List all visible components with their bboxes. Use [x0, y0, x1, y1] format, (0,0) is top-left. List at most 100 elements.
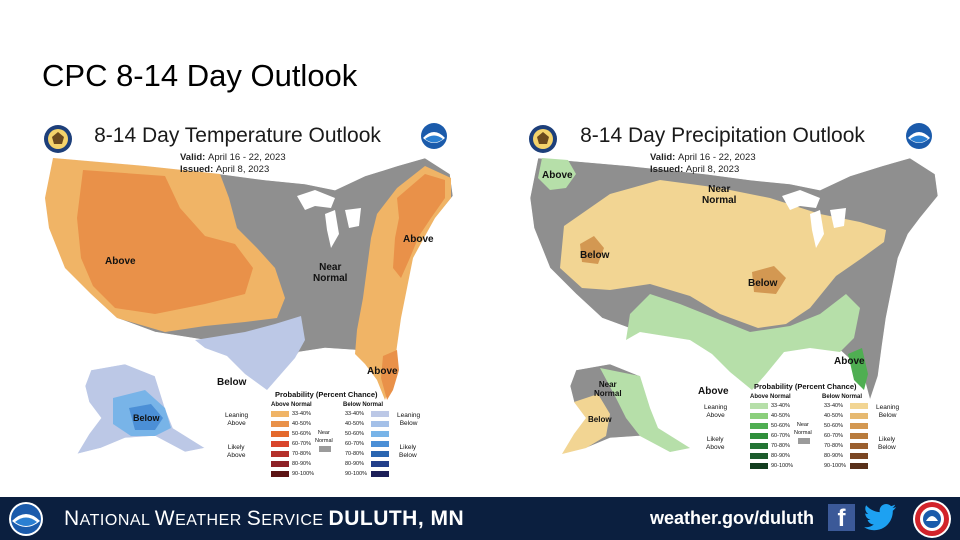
noaa-logo-icon [421, 123, 447, 149]
legend-above-swatch [271, 411, 289, 417]
legend-below-swatch [850, 423, 868, 429]
legend-below-range: 33-40% [824, 403, 843, 409]
legend-above-head: Above Normal [750, 394, 791, 400]
legend-above-range: 40-50% [292, 421, 311, 427]
legend-below-swatch [371, 431, 389, 437]
alaska-below-dark-region [129, 404, 163, 430]
legend-below-swatch [850, 433, 868, 439]
legend-above-swatch [750, 413, 768, 419]
legend-above-range: 90-100% [292, 471, 315, 477]
legend-below-swatch [371, 451, 389, 457]
legend-above-range: 70-80% [771, 443, 790, 449]
legend-below-range: 60-70% [345, 441, 364, 447]
texas-below-region [195, 316, 305, 390]
florida-above-mid-region [381, 350, 399, 400]
legend-above-swatch [750, 403, 768, 409]
legend-likely-above: Likely Above [706, 436, 725, 451]
twitter-icon[interactable] [864, 503, 898, 533]
valid-label: Valid: [180, 152, 206, 163]
legend-below-swatch [850, 413, 868, 419]
footer-org-word: ERVICE [261, 512, 329, 529]
label-above-southeast: Above [834, 356, 865, 367]
west-above-mid-region [77, 170, 253, 314]
legend-below-swatch [850, 443, 868, 449]
legend-below-swatch [850, 453, 868, 459]
legend-above-range: 90-100% [771, 463, 794, 469]
midwest-below-mid-region [752, 266, 786, 294]
legend-leaning-below: Leaning Below [876, 404, 900, 419]
footer-org-initial: N [64, 507, 80, 530]
legend-above-swatch [271, 471, 289, 477]
temperature-valid-dates: Valid: April 16 - 22, 2023 Issued: April… [180, 152, 286, 176]
nws-logo-icon [913, 500, 951, 538]
legend-above-head: Above Normal [271, 402, 312, 408]
temperature-legend: Probability (Percent Chance) Above Norma… [221, 390, 461, 486]
issued-value: April 8, 2023 [685, 164, 740, 175]
footer-website-link[interactable]: weather.gov/duluth [650, 508, 815, 528]
legend-above-range: 33-40% [771, 403, 790, 409]
doc-seal-icon [44, 125, 72, 153]
northwest-above-region [538, 158, 576, 190]
temperature-outlook-map [44, 157, 454, 455]
noaa-logo-icon [906, 123, 932, 149]
legend-below-head: Below Normal [343, 402, 384, 408]
valid-value: April 16 - 22, 2023 [207, 152, 286, 163]
label-near-normal: Near Normal [702, 184, 737, 206]
legend-title: Probability (Percent Chance) [275, 390, 378, 399]
legend-above-swatch [750, 453, 768, 459]
legend-below-swatch [371, 421, 389, 427]
legend-near-normal: Near Normal [315, 430, 333, 444]
legend-near-swatch [319, 446, 331, 452]
valid-value: April 16 - 22, 2023 [677, 152, 756, 163]
legend-above-range: 50-60% [292, 431, 311, 437]
label-below-alaska: Below [133, 413, 160, 423]
footer-organization: NATIONAL WEATHER SERVICE DULUTH, MN [64, 507, 464, 531]
legend-below-range: 40-50% [824, 413, 843, 419]
footer-org-word: ATIONAL [79, 512, 155, 529]
south-above-region [626, 294, 860, 390]
legend-above-swatch [271, 441, 289, 447]
legend-below-range: 70-80% [345, 451, 364, 457]
legend-below-swatch [850, 463, 868, 469]
precipitation-valid-dates: Valid: April 16 - 22, 2023 Issued: April… [650, 152, 756, 176]
legend-below-range: 80-90% [824, 453, 843, 459]
footer-org-word: EATHER [175, 512, 247, 529]
legend-above-swatch [271, 451, 289, 457]
legend-above-swatch [271, 431, 289, 437]
legend-below-range: 50-60% [824, 423, 843, 429]
legend-above-range: 60-70% [771, 433, 790, 439]
legend-above-swatch [750, 443, 768, 449]
precipitation-outlook-title: 8-14 Day Precipitation Outlook [580, 124, 865, 147]
precipitation-outlook-panel: 8-14 Day Precipitation Outlook Valid: Ap… [490, 118, 955, 490]
doc-seal-icon [529, 125, 557, 153]
legend-above-swatch [750, 423, 768, 429]
central-below-light-region [560, 180, 886, 328]
facebook-icon[interactable]: f [828, 504, 855, 532]
legend-above-range: 60-70% [292, 441, 311, 447]
florida-above-mid-region [848, 348, 868, 390]
legend-below-range: 70-80% [824, 443, 843, 449]
legend-above-range: 80-90% [771, 453, 790, 459]
legend-below-range: 50-60% [345, 431, 364, 437]
legend-likely-below: Likely Below [878, 436, 896, 451]
east-above-region [355, 166, 451, 400]
legend-above-range: 33-40% [292, 411, 311, 417]
temperature-outlook-title: 8-14 Day Temperature Outlook [94, 124, 381, 147]
legend-below-swatch [371, 461, 389, 467]
legend-below-range: 60-70% [824, 433, 843, 439]
label-above-northeast: Above [403, 234, 434, 245]
footer-bar: NATIONAL WEATHER SERVICE DULUTH, MN weat… [0, 497, 960, 540]
legend-near-swatch [798, 438, 810, 444]
alaska-below-region [562, 394, 610, 454]
legend-below-range: 40-50% [345, 421, 364, 427]
issued-value: April 8, 2023 [215, 164, 270, 175]
precipitation-outlook-map [529, 157, 939, 455]
legend-above-range: 50-60% [771, 423, 790, 429]
legend-above-swatch [271, 421, 289, 427]
label-above-southeast: Above [367, 366, 398, 377]
legend-leaning-above: Leaning Above [225, 412, 249, 427]
legend-below-swatch [371, 471, 389, 477]
footer-org-initial: W [154, 507, 176, 530]
legend-likely-below: Likely Below [399, 444, 417, 459]
label-below-texas: Below [217, 377, 247, 388]
